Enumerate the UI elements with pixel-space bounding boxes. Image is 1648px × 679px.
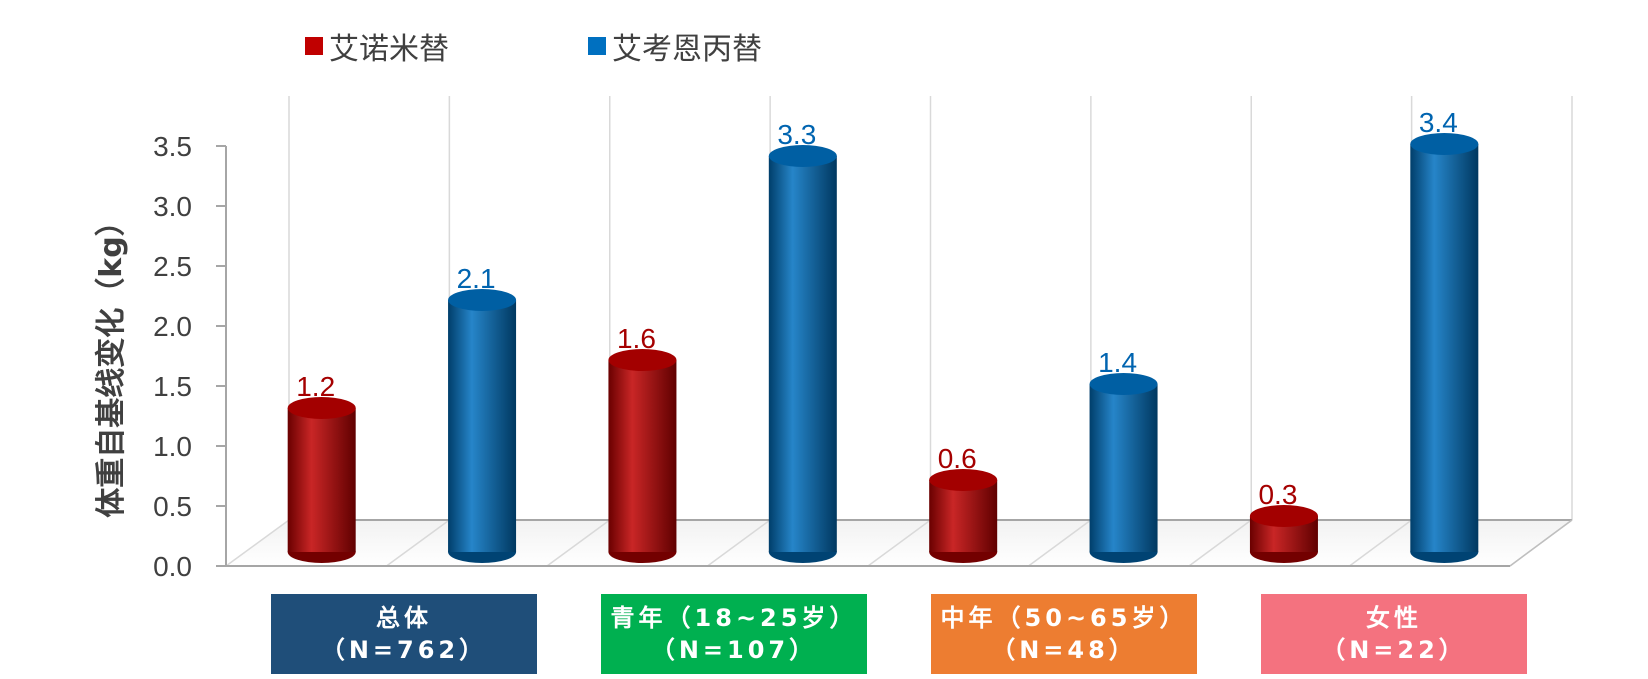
bar-body: [929, 480, 998, 552]
category-box-middle-age: 中年（50~65岁） （N=48）: [931, 594, 1197, 674]
y-tick-label: 1.0: [153, 431, 192, 462]
bar-top: [1249, 505, 1318, 527]
gridline-floor: [707, 519, 771, 567]
bar-series-2-2: [1089, 373, 1158, 563]
bar-series-1-3: [1249, 505, 1318, 563]
bar-series-2-0: [448, 289, 517, 563]
y-tick-label: 3.5: [153, 131, 192, 162]
category-box-line1: 女性: [1366, 604, 1422, 632]
y-tick-label: 2.5: [153, 251, 192, 282]
y-tick-label: 2.0: [153, 311, 192, 342]
bar-top: [287, 397, 356, 419]
data-label: 0.3: [1258, 479, 1297, 510]
y-tick-label: 0.0: [153, 551, 192, 582]
data-label: 1.2: [296, 371, 335, 402]
data-label: 3.4: [1419, 107, 1458, 138]
category-box-line2: （N=22）: [1321, 636, 1467, 664]
bar-body: [448, 300, 517, 552]
category-box-line1: 青年（18~25岁）: [610, 604, 858, 632]
bar-body: [287, 408, 356, 552]
bar-top: [1089, 373, 1158, 395]
gridline-floor: [1028, 519, 1092, 567]
gridline-floor: [867, 519, 931, 567]
category-box-line2: （N=107）: [650, 636, 818, 664]
legend-item-series-2: 艾考恩丙替: [588, 26, 762, 67]
data-label: 1.6: [617, 323, 656, 354]
data-label: 2.1: [457, 263, 496, 294]
data-label: 3.3: [777, 119, 816, 150]
gridline-floor: [546, 519, 611, 567]
bar-body: [768, 156, 837, 552]
bar-series-1-1: [608, 349, 677, 563]
bar-top: [768, 145, 837, 167]
bar-body: [1410, 144, 1479, 552]
gridline-floor: [386, 519, 450, 567]
legend-item-series-1: 艾诺米替: [305, 26, 449, 67]
bar-top: [929, 469, 998, 491]
legend-swatch-series-1: [305, 37, 323, 55]
gridline-floor: [225, 519, 290, 567]
bar-body: [1089, 384, 1158, 552]
bar-series-1-0: [287, 397, 356, 563]
y-tick-label: 3.0: [153, 191, 192, 222]
bar-series-2-1: [768, 145, 837, 563]
y-axis-label: 体重自基线变化（kg）: [94, 206, 129, 518]
data-label: 0.6: [938, 443, 977, 474]
category-box-line1: 总体: [376, 604, 432, 632]
bar-top: [608, 349, 677, 371]
legend-label-series-1: 艾诺米替: [329, 32, 449, 67]
bar-body: [608, 360, 677, 552]
gridline-floor: [1188, 519, 1252, 567]
y-tick-label: 1.5: [153, 371, 192, 402]
data-label: 1.4: [1098, 347, 1137, 378]
bar-top: [1410, 133, 1479, 155]
category-box-line1: 中年（50~65岁）: [940, 604, 1188, 632]
category-box-line2: （N=762）: [320, 636, 488, 664]
y-tick-label: 0.5: [153, 491, 192, 522]
floor-right-edge: [1509, 519, 1573, 567]
legend-label-series-2: 艾考恩丙替: [612, 32, 762, 67]
bar-series-1-2: [929, 469, 998, 563]
bar-top: [448, 289, 517, 311]
category-box-female: 女性 （N=22）: [1261, 594, 1527, 674]
gridline-floor: [1349, 519, 1413, 567]
category-box-overall: 总体 （N=762）: [271, 594, 537, 674]
category-box-line2: （N=48）: [991, 636, 1137, 664]
category-box-youth: 青年（18~25岁） （N=107）: [601, 594, 867, 674]
legend-swatch-series-2: [588, 37, 606, 55]
bar-series-2-3: [1410, 133, 1479, 563]
